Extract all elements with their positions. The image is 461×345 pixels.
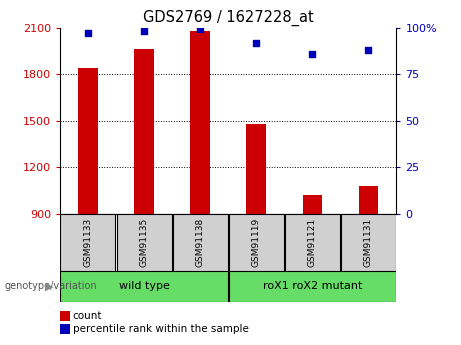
Bar	[247, 124, 266, 214]
Point	[253, 40, 260, 45]
Point	[140, 29, 148, 34]
Text: GSM91138: GSM91138	[195, 218, 205, 267]
Point	[365, 47, 372, 53]
Text: GSM91119: GSM91119	[252, 218, 261, 267]
Text: count: count	[73, 311, 102, 321]
Bar	[134, 49, 154, 214]
Bar	[173, 214, 228, 271]
Text: GSM91135: GSM91135	[140, 218, 148, 267]
Bar	[285, 214, 340, 271]
Text: GSM91133: GSM91133	[83, 218, 93, 267]
Title: GDS2769 / 1627228_at: GDS2769 / 1627228_at	[143, 10, 313, 26]
Text: GSM91121: GSM91121	[308, 218, 317, 267]
Text: wild type: wild type	[118, 282, 170, 291]
Text: percentile rank within the sample: percentile rank within the sample	[73, 324, 249, 334]
Point	[84, 30, 92, 36]
Point	[309, 51, 316, 57]
Bar	[78, 68, 98, 214]
Text: GSM91131: GSM91131	[364, 218, 373, 267]
Bar	[341, 214, 396, 271]
Bar	[302, 195, 322, 214]
Bar	[60, 214, 115, 271]
Text: ▶: ▶	[45, 282, 53, 291]
Text: genotype/variation: genotype/variation	[5, 282, 97, 291]
Bar	[190, 31, 210, 214]
Bar	[359, 186, 378, 214]
Bar	[229, 214, 284, 271]
Bar	[229, 271, 396, 302]
Bar	[60, 271, 228, 302]
Bar	[117, 214, 171, 271]
Text: roX1 roX2 mutant: roX1 roX2 mutant	[263, 282, 362, 291]
Point	[196, 27, 204, 32]
